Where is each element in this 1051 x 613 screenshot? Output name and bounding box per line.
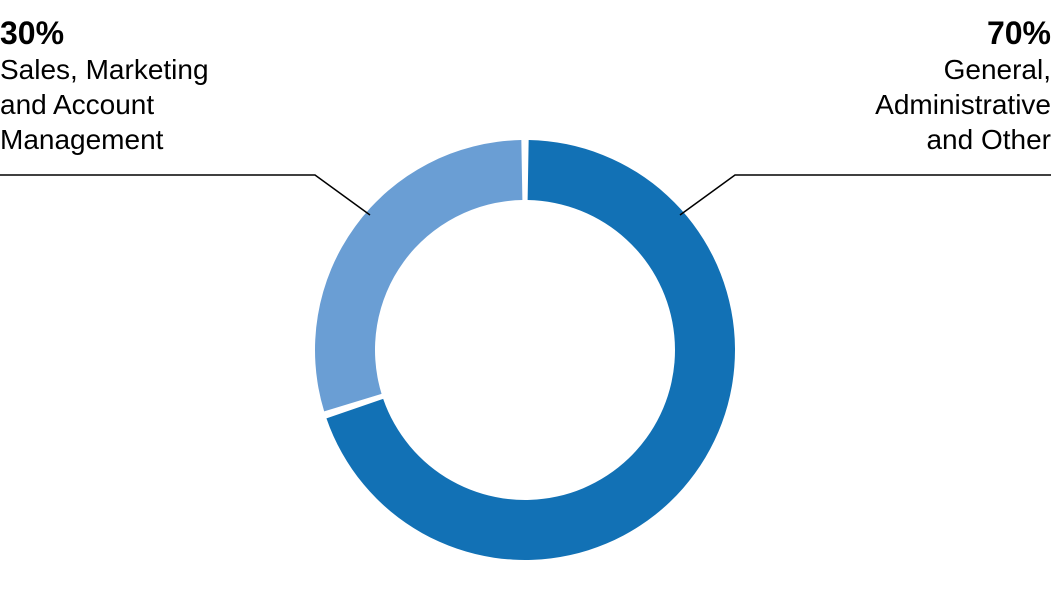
donut-slice [315,140,522,411]
right-pct: 70% [875,14,1051,52]
right-desc: General,Administrativeand Other [875,52,1051,157]
left-desc: Sales, Marketingand AccountManagement [0,52,209,157]
leader-line [0,175,370,215]
donut-chart-container: 30% Sales, Marketingand AccountManagemen… [0,0,1051,608]
label-left-block: 30% Sales, Marketingand AccountManagemen… [0,14,209,157]
leader-line [680,175,1051,215]
left-pct: 30% [0,14,209,52]
label-right-block: 70% General,Administrativeand Other [875,14,1051,157]
